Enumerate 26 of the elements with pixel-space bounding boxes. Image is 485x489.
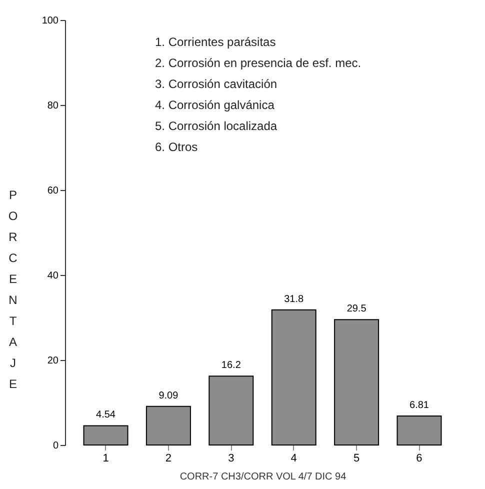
annotation: 5. Corrosión localizada: [155, 119, 278, 133]
annotation: 1. Corrientes parásitas: [155, 35, 276, 49]
x-tick-label: 2: [165, 452, 172, 464]
x-tick-label: 5: [353, 452, 360, 464]
y-tick-label: 0: [52, 440, 59, 452]
data-label: 29.5: [346, 304, 367, 315]
y-tick-label: 100: [42, 16, 59, 26]
annotation: 4. Corrosión galvánica: [155, 98, 275, 112]
text: CORR-7 CH3/CORR VOL 4/7 DIC 94: [180, 472, 347, 482]
y-tick-label: 40: [47, 270, 59, 282]
x-tick-label: 3: [228, 452, 234, 464]
data-label: 16.2: [221, 360, 242, 372]
data-label: 31.8: [284, 294, 304, 305]
annotation: 6. Otros: [155, 140, 198, 154]
data-label: 6.81: [410, 400, 430, 412]
text: PORCENTAJE: [8, 188, 18, 391]
x-tick-label: 6: [416, 452, 422, 464]
y-tick-label: 80: [47, 100, 59, 112]
data-label: 9.09: [158, 390, 179, 402]
y-tick-label: 60: [47, 186, 59, 196]
annotation: 2. Corrosión en presencia de esf. mec.: [155, 56, 362, 70]
data-label: 4.54: [96, 410, 116, 421]
y-tick-label: 20: [47, 356, 59, 366]
x-tick-label: 4: [290, 452, 297, 464]
annotation: 3. Corrosión cavitación: [155, 77, 278, 91]
x-tick-label: 1: [102, 452, 109, 464]
